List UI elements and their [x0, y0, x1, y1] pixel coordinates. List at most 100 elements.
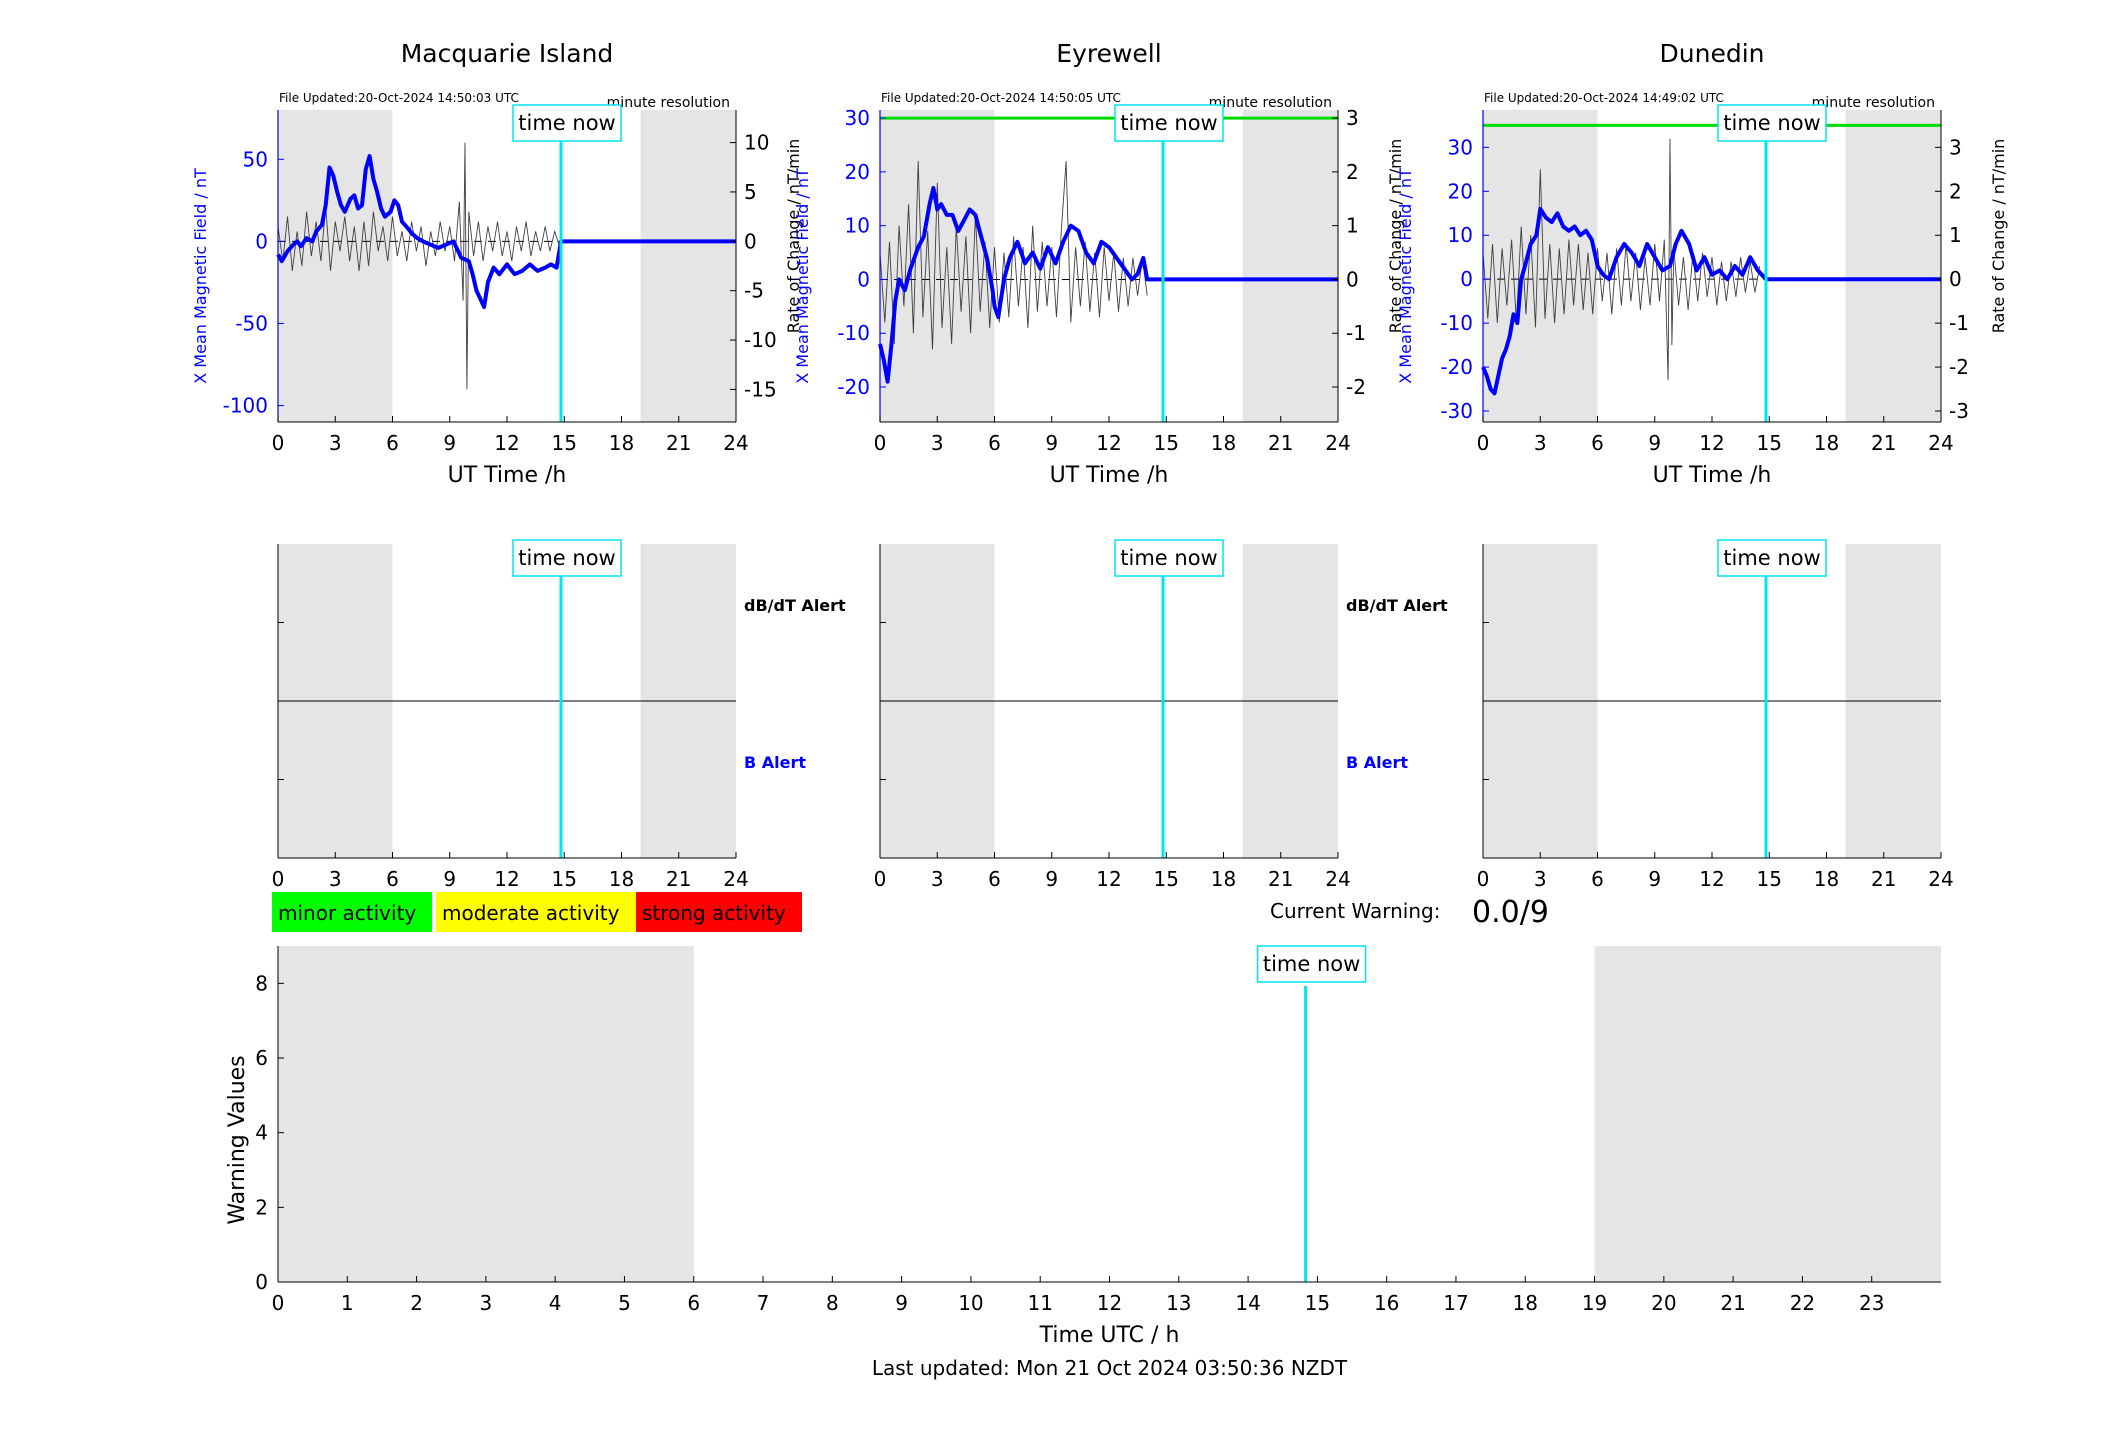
file-updated-label: File Updated:20-Oct-2024 14:49:02 UTC: [1484, 91, 1724, 105]
station-title: Dunedin: [1660, 39, 1765, 68]
x-tick-label: 18: [609, 431, 634, 455]
alert-panel-2: time now 0 3 6 9 12 15 18 21 24: [1477, 539, 1954, 891]
x-tick-label: 12: [1096, 431, 1121, 455]
night-shade-1: [1845, 110, 1941, 422]
y-tick-label: 6: [255, 1046, 268, 1070]
dbdt-alert-label: dB/dT Alert: [744, 596, 846, 615]
x-tick-label: 12: [1699, 431, 1724, 455]
resolution-label: minute resolution: [1209, 95, 1332, 111]
x-axis-label: Time UTC / h: [1039, 1323, 1180, 1348]
time-now-label: time now: [1263, 952, 1360, 976]
x-tick-label: 9: [1045, 867, 1058, 891]
time-now-box: [1717, 104, 1827, 142]
x-tick-label: 3: [1534, 431, 1547, 455]
x-tick-label: 0: [874, 867, 887, 891]
current-warning-label: Current Warning:: [1270, 899, 1440, 923]
alert-panel-0: time now 0 3 6 9 12 15 18 21 24 dB/dT Alert B Alert: [272, 539, 846, 891]
x-tick-label: 8: [826, 1291, 839, 1315]
x-tick-label: 18: [1211, 431, 1236, 455]
x-tick-label: 15: [1154, 431, 1179, 455]
x-tick-label: 3: [329, 867, 342, 891]
y-tick-label: 4: [255, 1121, 268, 1145]
y-tick-label: 2: [255, 1195, 268, 1219]
x-tick-label: 21: [1268, 431, 1293, 455]
y-tick-label-right: 1: [1346, 214, 1359, 238]
x-tick-label: 15: [1305, 1291, 1330, 1315]
y-tick-label-left: -20: [1440, 355, 1473, 379]
station-panel-1: Eyrewell File Updated:20-Oct-2024 14:50:0…: [793, 39, 1405, 488]
y-tick-label-right: -2: [1346, 375, 1366, 399]
y-tick-label-right: 2: [1346, 160, 1359, 184]
y-tick-label-right: 0: [1346, 267, 1359, 291]
y-axis-label-right: Rate of Change / nT/min: [784, 139, 803, 334]
x-tick-label: 21: [1720, 1291, 1745, 1315]
x-tick-label: 3: [329, 431, 342, 455]
moderate-activity-label: moderate activity: [442, 901, 620, 925]
x-tick-label: 6: [386, 867, 399, 891]
y-tick-label-right: -1: [1346, 321, 1366, 345]
y-tick-label-left: 0: [857, 267, 870, 291]
x-axis-label: UT Time /h: [1653, 463, 1772, 488]
x-tick-label: 6: [988, 431, 1001, 455]
station-panel-0: Macquarie Island File Updated:20-Oct-2024…: [191, 39, 803, 488]
y-axis-label-left: X Mean Magnetic Field / nT: [793, 168, 812, 384]
night-shade-0: [880, 110, 995, 422]
time-now-box: [512, 104, 622, 142]
minor-activity-swatch: [272, 892, 432, 932]
x-axis-label: UT Time /h: [448, 463, 567, 488]
file-updated-label: File Updated:20-Oct-2024 14:50:03 UTC: [279, 91, 519, 105]
x-tick-label: 15: [1154, 867, 1179, 891]
y-tick-label-right: 10: [744, 131, 769, 155]
night-shade-0: [278, 946, 694, 1282]
x-axis-label: UT Time /h: [1050, 463, 1169, 488]
x-tick-label: 15: [1757, 867, 1782, 891]
x-tick-label: 0: [272, 431, 285, 455]
time-now-box: [1114, 539, 1224, 577]
y-tick-label-left: 30: [1448, 135, 1473, 159]
x-tick-label: 14: [1235, 1291, 1260, 1315]
x-tick-label: 3: [480, 1291, 493, 1315]
rate-of-change-line: [879, 161, 1148, 350]
x-tick-label: 21: [666, 867, 691, 891]
current-warning-value: 0.0/9: [1472, 895, 1549, 930]
x-tick-label: 5: [618, 1291, 631, 1315]
x-tick-label: 9: [443, 431, 456, 455]
y-tick-label-right: -10: [744, 328, 777, 352]
x-tick-label: 9: [895, 1291, 908, 1315]
x-tick-label: 15: [552, 431, 577, 455]
strong-activity-swatch: [636, 892, 802, 932]
x-tick-label: 6: [988, 867, 1001, 891]
y-tick-label-left: 50: [243, 147, 268, 171]
x-tick-label: 3: [931, 867, 944, 891]
x-tick-label: 3: [1534, 867, 1547, 891]
y-tick-label-left: -30: [1440, 399, 1473, 423]
x-tick-label: 24: [1928, 431, 1953, 455]
y-tick-label-right: 0: [744, 229, 757, 253]
night-shade-0: [1483, 110, 1598, 422]
y-tick-label-left: 10: [1448, 223, 1473, 247]
y-tick-label-left: -10: [1440, 311, 1473, 335]
dbdt-alert-label: dB/dT Alert: [1346, 596, 1448, 615]
x-tick-label: 9: [443, 867, 456, 891]
x-tick-label: 19: [1582, 1291, 1607, 1315]
y-tick-label-right: 5: [744, 180, 757, 204]
y-axis-label-left: X Mean Magnetic Field / nT: [191, 168, 210, 384]
file-updated-label: File Updated:20-Oct-2024 14:50:05 UTC: [881, 91, 1121, 105]
x-tick-label: 7: [757, 1291, 770, 1315]
y-tick-label-right: 0: [1949, 267, 1962, 291]
x-tick-label: 18: [609, 867, 634, 891]
x-tick-label: 15: [1757, 431, 1782, 455]
x-tick-label: 0: [874, 431, 887, 455]
magnetic-field-line: [1481, 206, 1941, 396]
time-now-label: time now: [518, 546, 615, 570]
y-tick-label: 0: [255, 1270, 268, 1294]
time-now-label: time now: [1120, 546, 1217, 570]
magnetic-field-line: [878, 186, 1338, 384]
rate-of-change-line: [277, 142, 560, 390]
x-tick-label: 11: [1027, 1291, 1052, 1315]
x-tick-label: 1: [341, 1291, 354, 1315]
x-tick-label: 6: [1591, 431, 1604, 455]
minor-activity-label: minor activity: [278, 901, 416, 925]
y-tick-label-right: -1: [1949, 311, 1969, 335]
